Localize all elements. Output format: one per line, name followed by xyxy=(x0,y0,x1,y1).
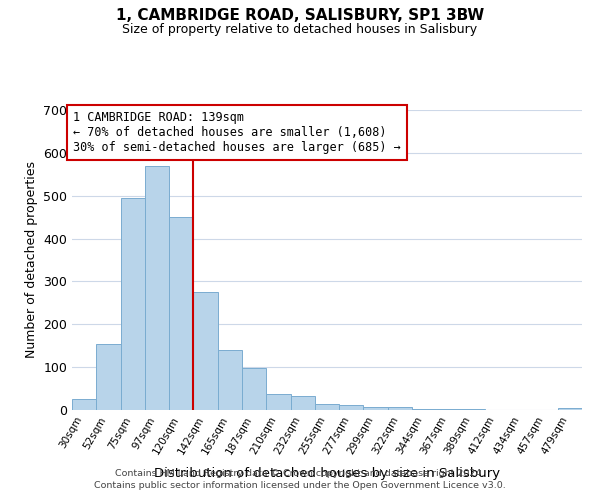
Text: 1, CAMBRIDGE ROAD, SALISBURY, SP1 3BW: 1, CAMBRIDGE ROAD, SALISBURY, SP1 3BW xyxy=(116,8,484,22)
Bar xyxy=(169,217,193,410)
Bar xyxy=(242,368,266,410)
Bar xyxy=(218,350,242,410)
Bar xyxy=(96,344,121,410)
Bar xyxy=(558,408,582,410)
Bar xyxy=(388,408,412,410)
Text: 1 CAMBRIDGE ROAD: 139sqm
← 70% of detached houses are smaller (1,608)
30% of sem: 1 CAMBRIDGE ROAD: 139sqm ← 70% of detach… xyxy=(73,111,401,154)
Bar xyxy=(290,396,315,410)
Bar xyxy=(315,404,339,410)
Bar xyxy=(145,166,169,410)
Text: Size of property relative to detached houses in Salisbury: Size of property relative to detached ho… xyxy=(122,22,478,36)
Bar xyxy=(193,292,218,410)
Bar xyxy=(364,406,388,410)
Bar xyxy=(461,409,485,410)
Y-axis label: Number of detached properties: Number of detached properties xyxy=(25,162,38,358)
Text: Contains HM Land Registry data © Crown copyright and database right 2024.: Contains HM Land Registry data © Crown c… xyxy=(115,468,485,477)
Bar xyxy=(121,198,145,410)
Bar xyxy=(266,394,290,410)
Text: Contains public sector information licensed under the Open Government Licence v3: Contains public sector information licen… xyxy=(94,481,506,490)
X-axis label: Distribution of detached houses by size in Salisbury: Distribution of detached houses by size … xyxy=(154,468,500,480)
Bar xyxy=(339,405,364,410)
Bar xyxy=(412,408,436,410)
Bar xyxy=(436,408,461,410)
Bar xyxy=(72,400,96,410)
